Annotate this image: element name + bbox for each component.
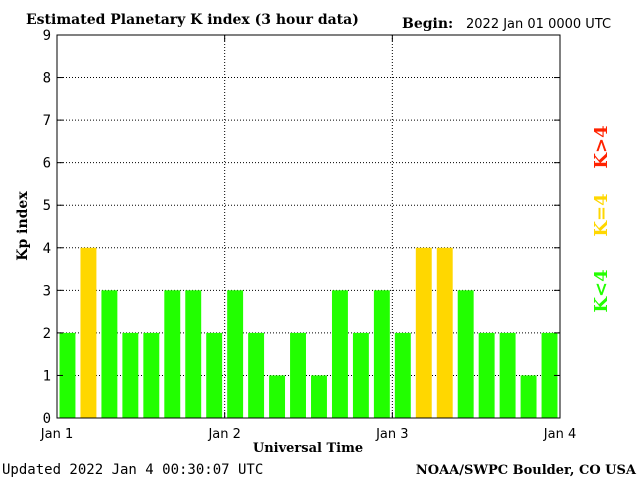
kp-bar	[541, 332, 558, 418]
kp-bar	[331, 290, 348, 418]
y-tick-label: 8	[43, 71, 51, 87]
y-tick-label: 9	[43, 28, 51, 44]
chart-title: Estimated Planetary K index (3 hour data…	[26, 12, 359, 28]
kp-bar	[394, 332, 411, 418]
x-axis-label: Universal Time	[253, 441, 363, 456]
kp-bar	[436, 247, 453, 418]
x-tick-label: Jan 3	[375, 427, 408, 442]
x-axis-ticks: Jan 1 Jan 2 Jan 3 Jan 4	[40, 35, 576, 442]
kp-bar	[311, 375, 327, 418]
kp-bar	[415, 247, 432, 418]
y-axis-ticks: 0 1 2 3 4 5 6 7 8 9	[43, 28, 560, 427]
grid-lines	[57, 35, 560, 418]
kp-bar	[499, 332, 516, 418]
y-tick-label: 5	[43, 198, 51, 214]
legend-low: K<4	[591, 269, 612, 312]
x-tick-label: Jan 1	[40, 427, 73, 442]
y-axis-label: Kp index	[15, 191, 31, 261]
kp-bar	[59, 332, 76, 418]
kp-bar	[457, 290, 474, 418]
kp-bar	[373, 290, 390, 418]
kp-bar	[269, 375, 286, 418]
y-tick-label: 4	[43, 241, 51, 257]
y-tick-label: 6	[43, 156, 51, 172]
kp-bar	[206, 332, 223, 418]
kp-bar	[164, 290, 181, 418]
kp-bar	[352, 332, 369, 418]
kp-bar	[122, 332, 139, 418]
plot-frame	[56, 34, 561, 419]
updated-timestamp: Updated 2022 Jan 4 00:30:07 UTC	[2, 462, 263, 478]
x-tick-label: Jan 2	[207, 427, 240, 442]
begin-label: Begin:	[402, 16, 453, 32]
x-tick-label: Jan 4	[543, 427, 576, 442]
legend-equal: K=4	[591, 193, 612, 236]
begin-value: 2022 Jan 01 0000 UTC	[466, 17, 611, 32]
kp-bar	[101, 290, 118, 418]
bar-series	[59, 247, 558, 418]
legend-high: K>4	[591, 125, 612, 168]
y-tick-label: 2	[43, 326, 51, 342]
y-tick-label: 0	[43, 411, 51, 427]
y-tick-label: 3	[43, 283, 51, 299]
kp-bar	[143, 332, 160, 418]
y-tick-label: 7	[43, 113, 51, 129]
y-tick-label: 1	[43, 368, 51, 384]
source-credit: NOAA/SWPC Boulder, CO USA	[416, 463, 637, 478]
kp-bar	[520, 375, 537, 418]
kp-bar	[290, 332, 306, 418]
kp-bar	[248, 332, 265, 418]
kp-bar	[478, 332, 495, 418]
kp-bar	[80, 247, 97, 418]
kp-bar	[227, 290, 244, 418]
kp-bar	[185, 290, 202, 418]
